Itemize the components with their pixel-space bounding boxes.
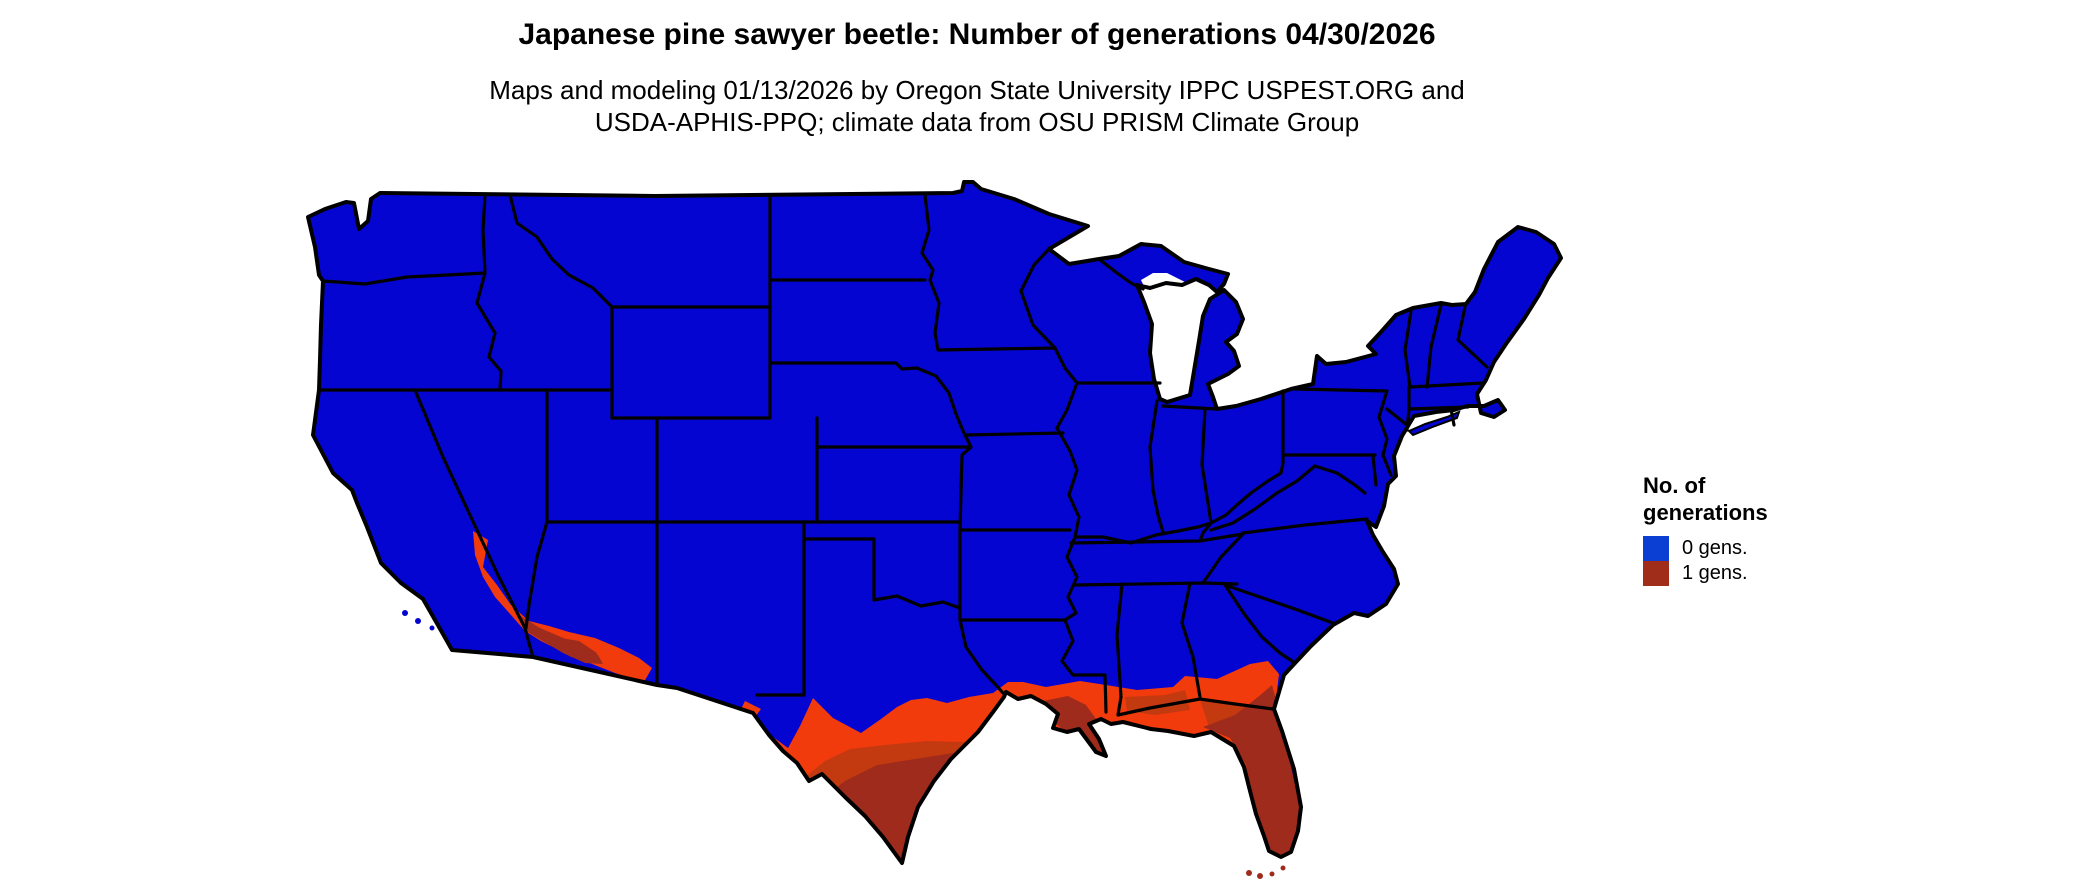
- legend-title-line-1: No. of: [1643, 473, 1706, 498]
- map-container: [305, 179, 1605, 885]
- legend-item-0-gens: 0 gens.: [1643, 536, 1903, 561]
- legend-items: 0 gens. 1 gens.: [1643, 536, 1903, 586]
- state-borders-east: [1069, 303, 1489, 717]
- us-outline: [306, 180, 1563, 865]
- legend-item-1-gens: 1 gens.: [1643, 561, 1903, 586]
- state-borders-west: [317, 193, 1072, 697]
- legend: No. of generations 0 gens. 1 gens.: [1643, 472, 1903, 586]
- lake-michigan: [1141, 273, 1200, 397]
- legend-title-line-2: generations: [1643, 500, 1768, 525]
- legend-swatch-1-gens: [1643, 561, 1669, 586]
- subtitle-line-1: Maps and modeling 01/13/2026 by Oregon S…: [489, 75, 1465, 105]
- legend-swatch-0-gens: [1643, 536, 1669, 561]
- page-subtitle: Maps and modeling 01/13/2026 by Oregon S…: [0, 74, 1954, 138]
- state-borders-midwest: [920, 193, 1285, 714]
- subtitle-line-2: USDA-APHIS-PPQ; climate data from OSU PR…: [594, 107, 1360, 137]
- header: Japanese pine sawyer beetle: Number of g…: [0, 0, 1954, 138]
- legend-label-0-gens: 0 gens.: [1682, 537, 1748, 559]
- legend-title: No. of generations: [1643, 472, 1903, 526]
- region-0-generations-fill: [308, 182, 1561, 863]
- long-island: [1407, 410, 1461, 437]
- florida-keys: [1246, 865, 1286, 879]
- page-title: Japanese pine sawyer beetle: Number of g…: [518, 18, 1436, 51]
- us-generations-map: [306, 180, 1563, 879]
- legend-label-1-gens: 1 gens.: [1682, 562, 1748, 584]
